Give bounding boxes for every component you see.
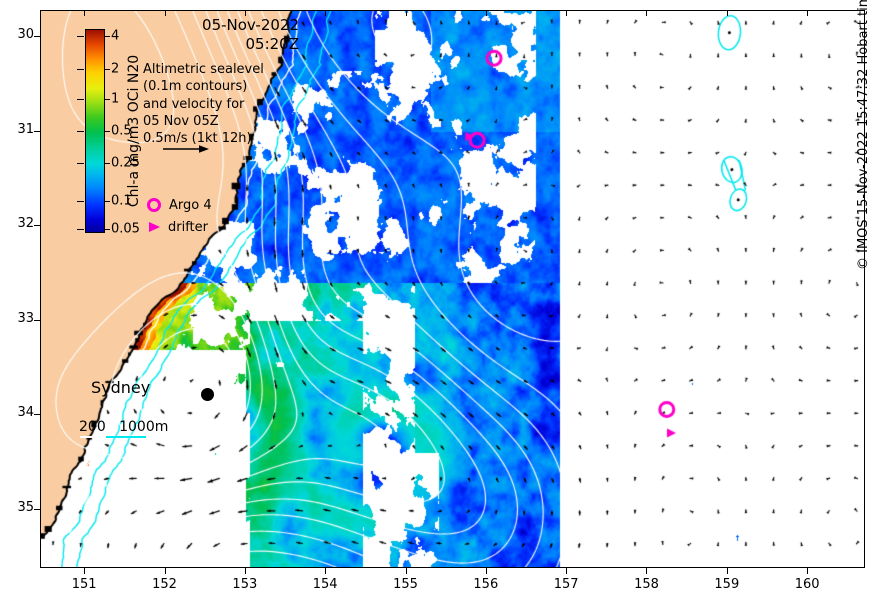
- copyright-text: © IMOS 15-Nov-2022 15:47:32 Hobart time: [856, 0, 871, 270]
- timestamp-block: 05-Nov-2022 05:20Z: [202, 16, 299, 54]
- colorbar-tick-right-0: [104, 36, 110, 38]
- colorbar-tick-label-5: 0.1: [111, 193, 132, 209]
- y-tick-0: [34, 36, 40, 38]
- y-tick-3: [34, 319, 40, 321]
- colorbar-tick-left-2: [77, 99, 84, 101]
- colorbar-tick-label-2: 1: [111, 91, 120, 107]
- colorbar-tick-right-4: [104, 162, 110, 164]
- x-tick-top-8: [726, 10, 728, 16]
- colorbar-tick-label-1: 2: [111, 61, 120, 77]
- argo-circle-icon: [147, 198, 161, 212]
- map-canvas-wrap: [41, 11, 864, 567]
- description-block: Altimetric sealevel (0.1m contours) and ve…: [143, 61, 264, 147]
- title-date: 05-Nov-2022: [202, 16, 299, 34]
- y-tick-5: [34, 508, 40, 510]
- marker-legend: Argo 4 drifter: [147, 194, 212, 238]
- bathy-line-200-icon: [80, 436, 106, 438]
- colorbar-tick-left-5: [77, 201, 84, 203]
- colorbar-tick-label-4: 0.25: [111, 155, 140, 171]
- legend-label-drifter: drifter: [168, 219, 208, 235]
- x-tick-2: [244, 568, 246, 574]
- description-line-0: Altimetric sealevel: [143, 62, 264, 77]
- colorbar-tick-right-6: [104, 228, 110, 230]
- legend-item-argo: Argo 4: [147, 194, 212, 216]
- x-tick-top-5: [485, 10, 487, 16]
- y-tick-1: [34, 130, 40, 132]
- x-tick-7: [646, 568, 648, 574]
- y-tick-2: [34, 225, 40, 227]
- x-tick-label-9: 160: [794, 577, 820, 592]
- city-label-sydney: Sydney: [91, 378, 151, 397]
- x-tick-label-3: 154: [312, 577, 338, 592]
- x-tick-label-4: 155: [393, 577, 418, 592]
- bathy-label-1000: 1000m: [119, 419, 169, 435]
- colorbar-tick-label-6: 0.05: [111, 221, 140, 237]
- map-plot-area[interactable]: 4 2 1 0.5 0.25 0.1 0.05 Chl-a mg/m3 OCi N20 05…: [40, 10, 865, 568]
- city-marker-dot: [201, 388, 214, 401]
- y-tick-label-4: 34: [17, 405, 34, 421]
- description-line-2: and velocity for: [143, 96, 245, 112]
- colorbar-tick-left-6: [77, 228, 84, 230]
- colorbar-tick-right-1: [104, 68, 110, 70]
- x-tick-top-9: [807, 10, 809, 16]
- y-tick-label-5: 35: [17, 499, 34, 515]
- x-tick-5: [485, 568, 487, 574]
- x-tick-6: [566, 568, 568, 574]
- x-tick-3: [325, 568, 327, 574]
- colorbar-tick-left-1: [77, 68, 84, 70]
- description-line-3: 05 Nov 05Z: [143, 113, 219, 129]
- x-tick-8: [726, 568, 728, 574]
- title-time: 05:20Z: [245, 35, 299, 54]
- x-tick-label-6: 157: [553, 577, 579, 592]
- drifter-triangle-icon: [149, 222, 160, 232]
- x-tick-9: [807, 568, 809, 574]
- x-tick-label-1: 152: [152, 577, 177, 592]
- y-tick-label-0: 30: [17, 27, 34, 43]
- description-line-4: 0.5m/s (1kt 12h): [143, 131, 252, 147]
- x-tick-label-5: 156: [473, 577, 499, 592]
- bathy-label-200: 200: [79, 419, 106, 435]
- x-tick-top-3: [325, 10, 327, 16]
- x-tick-4: [405, 568, 407, 574]
- colorbar-gradient: [85, 29, 105, 233]
- y-tick-label-1: 31: [17, 121, 34, 137]
- colorbar-tick-label-0: 4: [111, 28, 120, 44]
- velocity-scale-arrow-icon: [163, 145, 209, 153]
- colorbar-tick-left-4: [77, 162, 84, 164]
- x-tick-top-1: [164, 10, 166, 16]
- y-tick-4: [34, 414, 40, 416]
- x-tick-label-7: 158: [634, 577, 659, 592]
- colorbar-tick-left-0: [77, 36, 84, 38]
- legend-item-drifter: drifter: [147, 216, 212, 238]
- x-tick-top-7: [646, 10, 648, 16]
- x-tick-top-4: [405, 10, 407, 16]
- legend-label-argo: Argo 4: [169, 197, 212, 213]
- colorbar-tick-label-3: 0.5: [111, 123, 132, 139]
- x-tick-label-8: 159: [714, 577, 740, 592]
- colorbar-tick-right-2: [104, 99, 110, 101]
- x-tick-label-2: 153: [232, 577, 258, 592]
- x-tick-top-2: [244, 10, 246, 16]
- bathy-line-1000-icon: [80, 436, 146, 438]
- chlorophyll-map-canvas: [41, 11, 864, 567]
- y-tick-label-2: 32: [17, 216, 34, 232]
- x-tick-0: [84, 568, 86, 574]
- bathymetry-key: 200 1000m: [79, 419, 168, 435]
- description-line-1: (0.1m contours): [143, 79, 248, 95]
- x-tick-top-6: [566, 10, 568, 16]
- colorbar-tick-left-3: [77, 131, 84, 132]
- colorbar-title: Chl-a mg/m3 OCi N20: [126, 54, 142, 208]
- x-tick-1: [164, 568, 166, 574]
- colorbar-tick-right-3: [104, 131, 110, 132]
- x-tick-label-0: 151: [71, 577, 97, 592]
- x-tick-top-0: [84, 10, 86, 16]
- y-tick-label-3: 33: [17, 310, 34, 326]
- colorbar-tick-right-5: [104, 201, 110, 203]
